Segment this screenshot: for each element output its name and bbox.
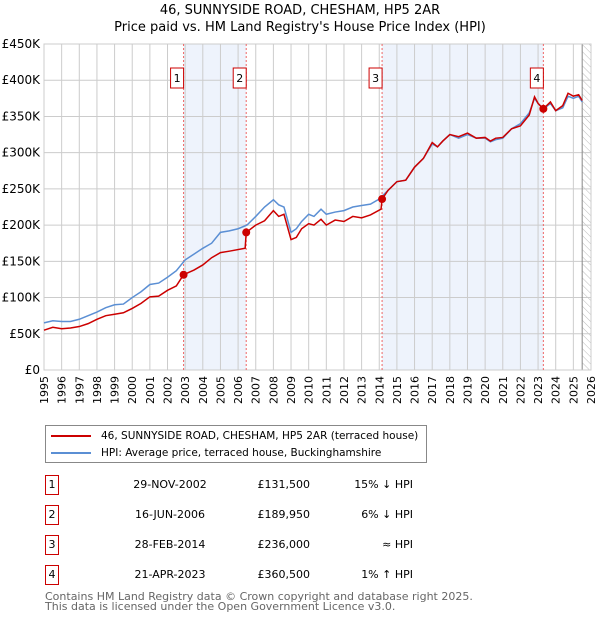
x-tick-label: 1998 — [91, 376, 104, 404]
x-tick-label: 2020 — [479, 376, 492, 404]
footer-licence: This data is licensed under the Open Gov… — [45, 600, 396, 613]
legend-label-hpi: HPI: Average price, terraced house, Buck… — [101, 447, 382, 459]
y-tick-label: £200K — [2, 218, 42, 232]
x-tick-label: 2018 — [444, 376, 457, 404]
sale-hpi-diff: 15% ↓ HPI — [354, 478, 413, 491]
x-tick-label: 2004 — [197, 376, 210, 404]
x-tick-label: 2012 — [338, 376, 351, 404]
table-row: 4 21-APR-2023 £360,500 1% ↑ HPI — [45, 565, 465, 585]
x-tick-label: 1999 — [109, 376, 122, 404]
x-tick-label: 2016 — [409, 376, 422, 404]
x-tick-label: 2008 — [267, 376, 280, 404]
sale-point — [179, 270, 188, 279]
sale-marker-3: 3 — [45, 535, 59, 555]
chart-subtitle: Price paid vs. HM Land Registry's House … — [114, 20, 486, 35]
x-tick-label: 1995 — [38, 376, 51, 404]
sale-label: 1 — [174, 72, 181, 85]
y-tick-label: £50K — [9, 327, 41, 341]
x-tick-label: 2024 — [550, 376, 563, 404]
table-row: 1 29-NOV-2002 £131,500 15% ↓ HPI — [45, 475, 465, 495]
y-tick-label: £0 — [25, 363, 40, 377]
sale-date: 16-JUN-2006 — [134, 508, 206, 521]
x-tick-label: 1996 — [56, 376, 69, 404]
x-tick-label: 2010 — [303, 376, 316, 404]
y-tick-label: £300K — [2, 146, 42, 160]
legend-label-price: 46, SUNNYSIDE ROAD, CHESHAM, HP5 2AR (te… — [101, 430, 419, 442]
x-tick-label: 2022 — [514, 376, 527, 404]
sale-date: 29-NOV-2002 — [133, 478, 207, 491]
legend-item-price: 46, SUNNYSIDE ROAD, CHESHAM, HP5 2AR (te… — [51, 428, 418, 444]
table-row: 2 16-JUN-2006 £189,950 6% ↓ HPI — [45, 505, 465, 525]
sale-date: 21-APR-2023 — [134, 568, 206, 581]
sale-point — [242, 228, 251, 237]
sale-label-box — [232, 67, 247, 89]
sale-label-box — [529, 67, 544, 89]
sale-label-box — [170, 67, 185, 89]
x-tick-label: 2015 — [391, 376, 404, 404]
x-tick-label: 2011 — [320, 376, 333, 404]
sale-label: 3 — [372, 72, 379, 85]
legend-swatch-price — [51, 435, 91, 437]
sale-label-box — [368, 67, 383, 89]
x-tick-label: 2019 — [461, 376, 474, 404]
x-tick-label: 2000 — [126, 376, 139, 404]
y-tick-label: £150K — [2, 254, 42, 268]
sale-price: £360,500 — [257, 568, 311, 581]
x-tick-label: 1997 — [73, 376, 86, 404]
legend-item-hpi: HPI: Average price, terraced house, Buck… — [51, 445, 381, 461]
x-tick-label: 2025 — [567, 376, 580, 404]
sale-marker-1: 1 — [45, 475, 59, 495]
x-tick-label: 2002 — [162, 376, 175, 404]
sale-price: £236,000 — [257, 538, 311, 551]
y-tick-label: £400K — [2, 73, 42, 87]
price-line — [43, 92, 583, 331]
sale-point — [539, 104, 548, 113]
x-tick-label: 2021 — [497, 376, 510, 404]
chart-title: 46, SUNNYSIDE ROAD, CHESHAM, HP5 2AR — [159, 3, 441, 18]
x-tick-label: 2026 — [585, 376, 598, 404]
y-tick-label: £100K — [2, 291, 42, 305]
sale-hpi-diff: ≈ HPI — [382, 538, 413, 551]
sale-marker-2: 2 — [45, 505, 59, 525]
x-tick-label: 2007 — [250, 376, 263, 404]
y-tick-label: £350K — [2, 109, 42, 123]
x-tick-label: 2009 — [285, 376, 298, 404]
x-tick-label: 2005 — [214, 376, 227, 404]
sale-point — [378, 195, 387, 204]
sale-label: 4 — [533, 72, 540, 85]
x-tick-label: 2023 — [532, 376, 545, 404]
legend: 46, SUNNYSIDE ROAD, CHESHAM, HP5 2AR (te… — [45, 425, 427, 463]
x-tick-label: 2017 — [426, 376, 439, 404]
sale-hpi-diff: 1% ↑ HPI — [361, 568, 413, 581]
sale-hpi-diff: 6% ↓ HPI — [361, 508, 413, 521]
sale-price: £131,500 — [257, 478, 311, 491]
shaded-period — [183, 44, 247, 370]
x-tick-label: 2006 — [232, 376, 245, 404]
shaded-period — [382, 44, 544, 370]
legend-swatch-hpi — [51, 452, 91, 454]
sale-price: £189,950 — [257, 508, 311, 521]
footer-copyright: Contains HM Land Registry data © Crown c… — [45, 590, 473, 603]
sale-date: 28-FEB-2014 — [134, 538, 206, 551]
forecast-hatch — [582, 44, 591, 370]
price-chart: 1995 1996 1997 1998 1999 2000 2001 2002 2003 2004… — [2, 37, 598, 404]
y-tick-label: £250K — [2, 182, 42, 196]
plot-frame — [43, 43, 592, 371]
x-tick-label: 2013 — [356, 376, 369, 404]
sale-marker-4: 4 — [45, 565, 59, 585]
y-tick-label: £450K — [2, 37, 42, 51]
x-tick-label: 2014 — [373, 376, 386, 404]
x-tick-label: 2001 — [144, 376, 157, 404]
sale-label: 2 — [236, 72, 243, 85]
x-tick-label: 2003 — [179, 376, 192, 404]
table-row: 3 28-FEB-2014 £236,000 ≈ HPI — [45, 535, 465, 555]
